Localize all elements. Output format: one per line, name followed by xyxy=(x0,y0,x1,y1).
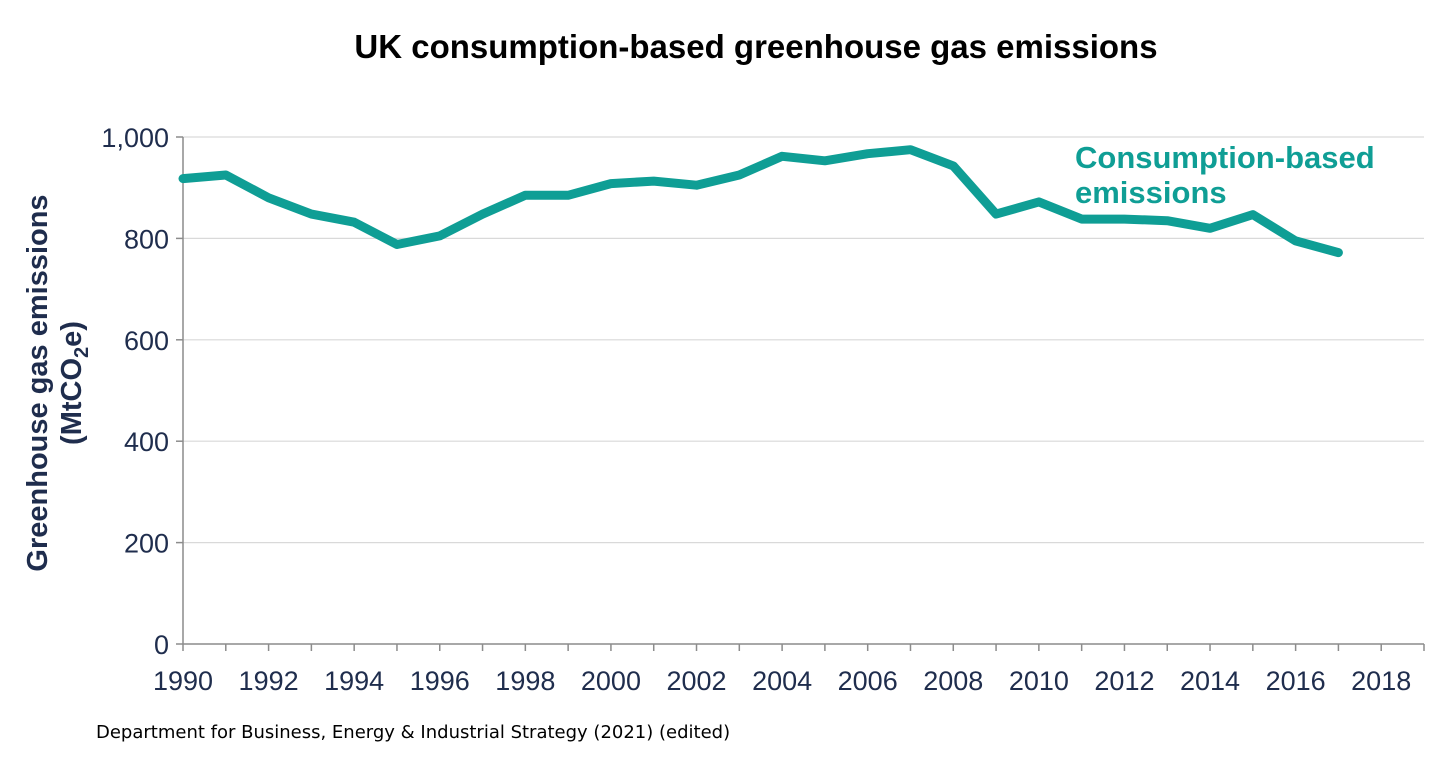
y-axis-title-line1: Greenhouse gas emissions xyxy=(22,194,54,571)
data-point xyxy=(392,240,401,249)
data-point xyxy=(350,218,359,227)
data-point xyxy=(1334,248,1343,257)
data-point xyxy=(264,193,273,202)
x-tick-label: 1998 xyxy=(495,666,555,696)
chart-title: UK consumption-based greenhouse gas emis… xyxy=(354,28,1157,65)
x-tick-label: 2018 xyxy=(1351,666,1411,696)
x-tick-label: 2012 xyxy=(1094,666,1154,696)
data-point xyxy=(1163,216,1172,225)
x-tick-label: 2014 xyxy=(1180,666,1240,696)
y-tick-label: 200 xyxy=(124,529,169,559)
data-point xyxy=(1248,210,1257,219)
x-tick-label: 2002 xyxy=(666,666,726,696)
x-tick-label: 2000 xyxy=(581,666,641,696)
x-tick-label: 2008 xyxy=(923,666,983,696)
x-axis: 1990 1992 1994 1996 1998 2000 2002 2004 2006 2008… xyxy=(153,643,1425,696)
data-point xyxy=(949,161,958,170)
x-tick-label: 1992 xyxy=(239,666,299,696)
y-axis-title-unit-subscript: 2 xyxy=(71,347,93,358)
source-note: Department for Business, Energy & Indust… xyxy=(96,722,730,743)
data-point xyxy=(1206,224,1215,233)
series-label-line2: emissions xyxy=(1075,175,1227,210)
series-label: Consumption-based emissions xyxy=(1075,140,1383,210)
series-line xyxy=(178,145,1343,258)
data-point xyxy=(521,191,530,200)
x-tick-label: 1990 xyxy=(153,666,213,696)
data-point xyxy=(478,210,487,219)
data-point xyxy=(735,171,744,180)
data-point xyxy=(649,177,658,186)
data-point xyxy=(179,174,188,183)
data-point xyxy=(863,149,872,158)
data-point xyxy=(1291,236,1300,245)
x-tick-label: 2016 xyxy=(1266,666,1326,696)
data-point xyxy=(606,179,615,188)
y-axis-title-unit-prefix: (MtCO xyxy=(56,358,88,445)
y-axis-title: Greenhouse gas emissions (MtCO2e) xyxy=(22,194,93,571)
y-tick-label: 600 xyxy=(124,326,169,356)
y-tick-label: 400 xyxy=(124,427,169,457)
gridlines xyxy=(183,136,1424,544)
y-tick-label: 1,000 xyxy=(101,123,169,153)
x-tick-label: 1996 xyxy=(410,666,470,696)
data-point xyxy=(1120,215,1129,224)
data-point xyxy=(221,171,230,180)
data-point xyxy=(778,152,787,161)
y-axis-title-line2: (MtCO2e) xyxy=(56,321,93,445)
y-axis: 0 200 400 600 800 1,000 xyxy=(101,123,184,660)
data-point xyxy=(1034,197,1043,206)
y-axis-title-unit-suffix: e) xyxy=(56,321,88,347)
series-layer xyxy=(178,145,1343,258)
x-tick-label: 2006 xyxy=(838,666,898,696)
data-point xyxy=(820,156,829,165)
data-point xyxy=(692,181,701,190)
data-point xyxy=(992,210,1001,219)
data-point xyxy=(435,231,444,240)
y-tick-label: 800 xyxy=(124,224,169,254)
x-tick-label: 2010 xyxy=(1009,666,1069,696)
data-point xyxy=(906,145,915,154)
data-point xyxy=(1077,215,1086,224)
x-tick-label: 1994 xyxy=(324,666,384,696)
data-point xyxy=(307,210,316,219)
data-point xyxy=(564,191,573,200)
y-tick-label: 0 xyxy=(154,630,169,660)
x-tick-label: 2004 xyxy=(752,666,812,696)
series-label-line1: Consumption-based xyxy=(1075,140,1375,175)
